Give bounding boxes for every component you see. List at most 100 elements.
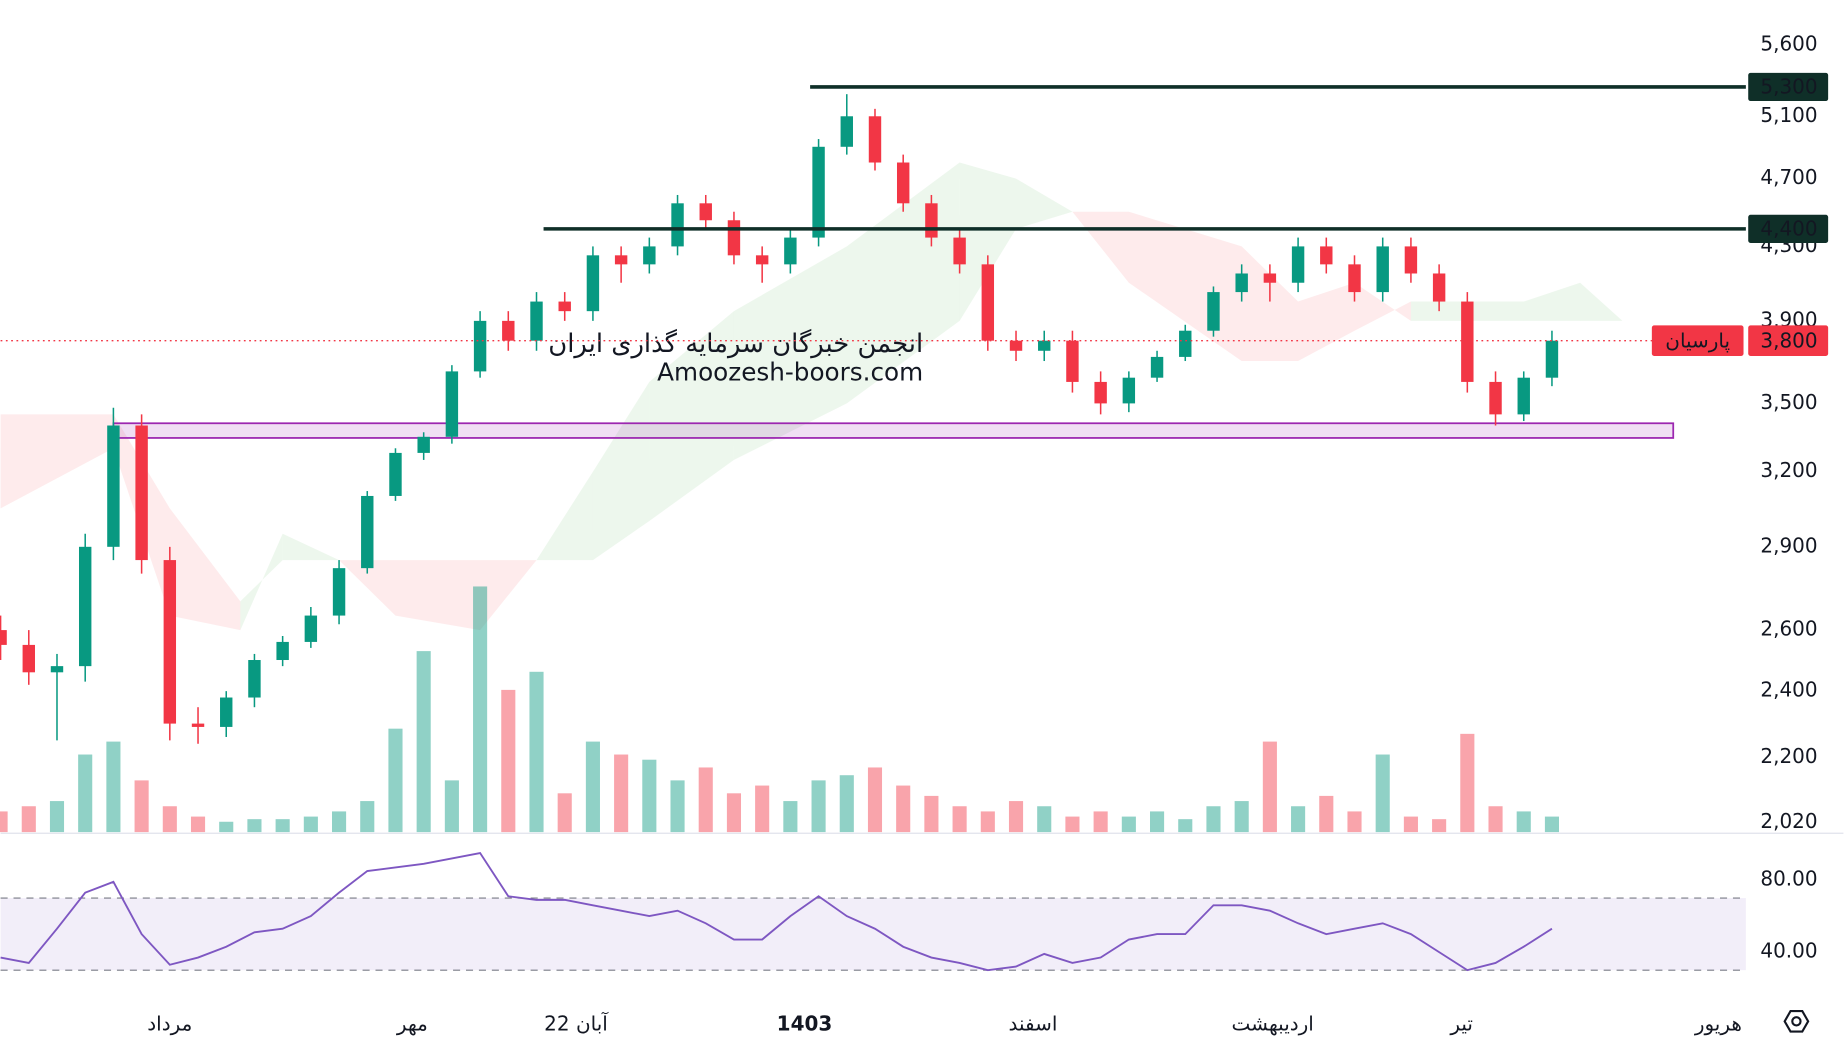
candle-body xyxy=(1207,292,1220,331)
rsi-tick-label: 80.00 xyxy=(1760,867,1817,891)
candle-body xyxy=(1235,273,1248,293)
y-tick-label: 4,700 xyxy=(1760,165,1817,189)
candle-body xyxy=(304,615,318,642)
candle-body xyxy=(445,371,459,437)
volume-bar xyxy=(529,671,544,833)
candle-body xyxy=(812,146,825,238)
icon-hexagon xyxy=(1783,1010,1810,1033)
candle-body xyxy=(784,237,797,265)
y-tick-label: 3,200 xyxy=(1760,458,1817,482)
last-price-box xyxy=(1748,325,1829,356)
settings-icon[interactable] xyxy=(1783,1010,1810,1033)
volume-bar xyxy=(1150,811,1165,833)
volume-bar xyxy=(1432,819,1447,833)
cloud-segment xyxy=(240,533,283,631)
watermark: Amoozesh-boors.com xyxy=(657,358,923,387)
volume-bar xyxy=(585,741,600,833)
volume-bar xyxy=(557,793,572,833)
volume-bar xyxy=(614,754,629,833)
cloud-segment xyxy=(1241,246,1299,362)
volume-bar xyxy=(190,816,206,833)
cloud-segment xyxy=(1072,211,1129,283)
candle-body xyxy=(1432,273,1446,302)
volume-bar xyxy=(698,767,713,833)
y-tick-label: 2,600 xyxy=(1760,617,1817,641)
candle-body xyxy=(1545,340,1559,378)
candle-body xyxy=(50,666,64,673)
volume-bar xyxy=(1544,816,1560,833)
y-tick-label: 2,200 xyxy=(1760,744,1817,768)
volume-bar xyxy=(106,741,121,833)
volume-bar xyxy=(811,780,826,833)
volume-bar xyxy=(0,811,8,833)
cloud-segment xyxy=(733,246,847,460)
x-tick-label: اسفند xyxy=(1009,1011,1058,1035)
candle-body xyxy=(248,660,261,698)
candle-body xyxy=(1263,273,1277,283)
volume-bar xyxy=(1121,816,1136,833)
volume-bar xyxy=(1037,806,1052,833)
candle-body xyxy=(361,495,374,569)
candle-body xyxy=(473,320,487,372)
candle-body xyxy=(1066,340,1079,382)
volume-bar xyxy=(1234,801,1249,833)
candle-body xyxy=(107,425,120,547)
watermark: انجمن خبرگان سرمایه گذاری ایران xyxy=(548,328,923,359)
level-label: 5,300 xyxy=(1760,75,1817,99)
volume-bar xyxy=(1291,806,1306,833)
cloud-segment xyxy=(1580,282,1623,321)
volume-bar xyxy=(219,821,234,833)
candle-body xyxy=(953,237,966,265)
cloud-segment xyxy=(1016,178,1073,229)
candle-body xyxy=(1009,340,1023,351)
volume-bar xyxy=(726,793,742,833)
candle-body xyxy=(332,568,346,616)
volume-bar xyxy=(1319,795,1334,833)
level-label-box xyxy=(1748,72,1829,102)
cloud-segment xyxy=(282,533,340,561)
cloud-segment xyxy=(592,381,650,561)
volume-bar xyxy=(1460,733,1475,833)
volume-bar xyxy=(896,785,911,833)
volume-bar xyxy=(416,651,431,833)
volume-bar xyxy=(501,689,516,833)
volume-bar xyxy=(162,806,177,833)
y-tick-label: 2,900 xyxy=(1760,533,1817,557)
candle-body xyxy=(614,255,628,265)
x-tick-label: 22 آبان xyxy=(544,1010,609,1035)
volume-bar xyxy=(1516,811,1531,833)
volume-bar xyxy=(1178,819,1193,833)
support-zone xyxy=(112,422,1675,439)
volume-bar xyxy=(275,819,290,833)
candle-body xyxy=(135,425,148,561)
candle-body xyxy=(502,320,515,341)
volume-bar xyxy=(332,811,347,833)
volume-bar xyxy=(303,816,318,833)
volume-bar xyxy=(360,801,375,833)
volume-bar xyxy=(1206,806,1221,833)
candle-body xyxy=(868,116,882,163)
plot-layer xyxy=(0,94,1675,833)
volume-bar xyxy=(1347,811,1362,833)
icon-center xyxy=(1791,1016,1802,1027)
candle-body xyxy=(1122,377,1136,404)
candle-body xyxy=(671,203,684,247)
volume-bar xyxy=(924,795,939,833)
y-tick-label: 2,400 xyxy=(1760,678,1817,702)
x-tick-label: مرداد xyxy=(147,1011,192,1035)
volume-bar xyxy=(755,785,770,833)
volume-bar xyxy=(444,780,459,833)
volume-bar xyxy=(980,811,995,833)
cloud-segment xyxy=(1298,282,1355,362)
volume-bar xyxy=(1403,816,1418,833)
cloud-segment xyxy=(0,414,114,509)
y-tick-label: 2,020 xyxy=(1760,809,1817,833)
candle-body xyxy=(1038,340,1051,351)
cloud-segment xyxy=(480,560,537,631)
candle-body xyxy=(22,644,35,673)
volume-bar xyxy=(1008,801,1024,833)
y-tick-label: 3,500 xyxy=(1760,390,1817,414)
y-tick-label: 5,100 xyxy=(1760,103,1817,127)
